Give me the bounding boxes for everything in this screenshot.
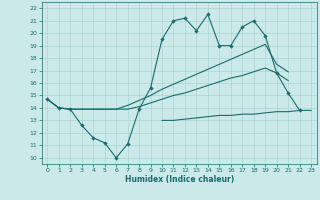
X-axis label: Humidex (Indice chaleur): Humidex (Indice chaleur) <box>124 175 234 184</box>
